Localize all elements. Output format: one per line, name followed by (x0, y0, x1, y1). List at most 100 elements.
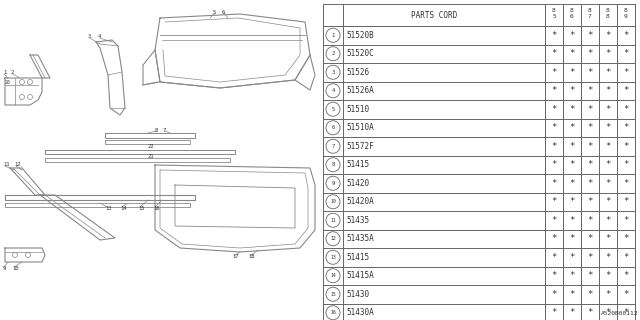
Text: *: * (570, 142, 575, 151)
Text: 13: 13 (105, 205, 111, 211)
Text: *: * (588, 86, 593, 95)
Text: 8: 8 (570, 7, 574, 12)
Text: 51520C: 51520C (346, 49, 374, 58)
Text: *: * (570, 49, 575, 58)
Text: *: * (605, 179, 611, 188)
Text: 14: 14 (120, 205, 127, 211)
Text: 12: 12 (330, 236, 336, 241)
Text: *: * (623, 31, 628, 40)
Text: 8: 8 (606, 7, 610, 12)
Text: 51526A: 51526A (346, 86, 374, 95)
Text: *: * (588, 216, 593, 225)
Text: PARTS CORD: PARTS CORD (411, 11, 457, 20)
Text: *: * (623, 49, 628, 58)
Text: *: * (570, 216, 575, 225)
Text: 51572F: 51572F (346, 142, 374, 151)
Text: 9: 9 (3, 266, 6, 270)
Text: *: * (623, 290, 628, 299)
Text: *: * (605, 197, 611, 206)
Text: *: * (570, 308, 575, 317)
Text: 4: 4 (332, 88, 335, 93)
Text: *: * (623, 216, 628, 225)
Text: 16: 16 (153, 205, 159, 211)
Text: *: * (551, 123, 557, 132)
Text: 51435: 51435 (346, 216, 369, 225)
Text: *: * (623, 197, 628, 206)
Text: *: * (623, 142, 628, 151)
Text: *: * (551, 253, 557, 262)
Text: *: * (605, 290, 611, 299)
Text: 9: 9 (624, 14, 628, 20)
Text: *: * (551, 68, 557, 77)
Text: 8: 8 (155, 127, 158, 132)
Text: 51415: 51415 (346, 253, 369, 262)
Text: 51520B: 51520B (346, 31, 374, 40)
Text: 6: 6 (332, 125, 335, 130)
Text: 7: 7 (332, 144, 335, 149)
Text: 5: 5 (332, 107, 335, 112)
Text: *: * (570, 290, 575, 299)
Text: *: * (588, 290, 593, 299)
Text: 7: 7 (588, 14, 592, 20)
Text: *: * (605, 86, 611, 95)
Text: *: * (605, 253, 611, 262)
Text: *: * (623, 179, 628, 188)
Text: *: * (570, 31, 575, 40)
Text: 1: 1 (332, 33, 335, 38)
Text: *: * (588, 271, 593, 280)
Text: 2: 2 (11, 70, 14, 76)
Bar (323, 4, 635, 320)
Text: *: * (605, 234, 611, 243)
Text: *: * (588, 49, 593, 58)
Text: *: * (623, 253, 628, 262)
Text: *: * (588, 142, 593, 151)
Text: *: * (623, 234, 628, 243)
Text: 5: 5 (552, 14, 556, 20)
Text: 51420: 51420 (346, 179, 369, 188)
Text: *: * (623, 105, 628, 114)
Text: 20: 20 (5, 79, 11, 84)
Text: *: * (551, 160, 557, 169)
Text: 2: 2 (332, 51, 335, 56)
Text: 51415: 51415 (346, 160, 369, 169)
Text: *: * (605, 142, 611, 151)
Text: 16: 16 (330, 310, 336, 315)
Text: *: * (605, 160, 611, 169)
Text: 17: 17 (232, 254, 239, 260)
Text: 7: 7 (163, 127, 166, 132)
Text: *: * (551, 234, 557, 243)
Text: *: * (605, 308, 611, 317)
Text: *: * (570, 271, 575, 280)
Text: 6: 6 (570, 14, 574, 20)
Text: 1: 1 (3, 70, 6, 76)
Text: *: * (605, 123, 611, 132)
Text: *: * (605, 216, 611, 225)
Text: *: * (570, 86, 575, 95)
Text: *: * (588, 197, 593, 206)
Text: *: * (588, 105, 593, 114)
Text: *: * (570, 105, 575, 114)
Text: *: * (605, 49, 611, 58)
Text: *: * (588, 160, 593, 169)
Text: 51430A: 51430A (346, 308, 374, 317)
Text: 10: 10 (12, 266, 19, 270)
Text: 9: 9 (332, 181, 335, 186)
Text: 51430: 51430 (346, 290, 369, 299)
Text: 6: 6 (222, 10, 225, 14)
Text: *: * (551, 290, 557, 299)
Text: *: * (551, 179, 557, 188)
Text: 3: 3 (88, 35, 92, 39)
Text: *: * (605, 105, 611, 114)
Text: 8: 8 (588, 7, 592, 12)
Text: *: * (551, 197, 557, 206)
Text: 18: 18 (248, 254, 255, 260)
Text: *: * (605, 271, 611, 280)
Text: *: * (623, 160, 628, 169)
Text: *: * (588, 308, 593, 317)
Text: 51435A: 51435A (346, 234, 374, 243)
Text: 10: 10 (330, 199, 336, 204)
Text: *: * (570, 197, 575, 206)
Text: *: * (551, 271, 557, 280)
Text: *: * (623, 271, 628, 280)
Text: *: * (588, 253, 593, 262)
